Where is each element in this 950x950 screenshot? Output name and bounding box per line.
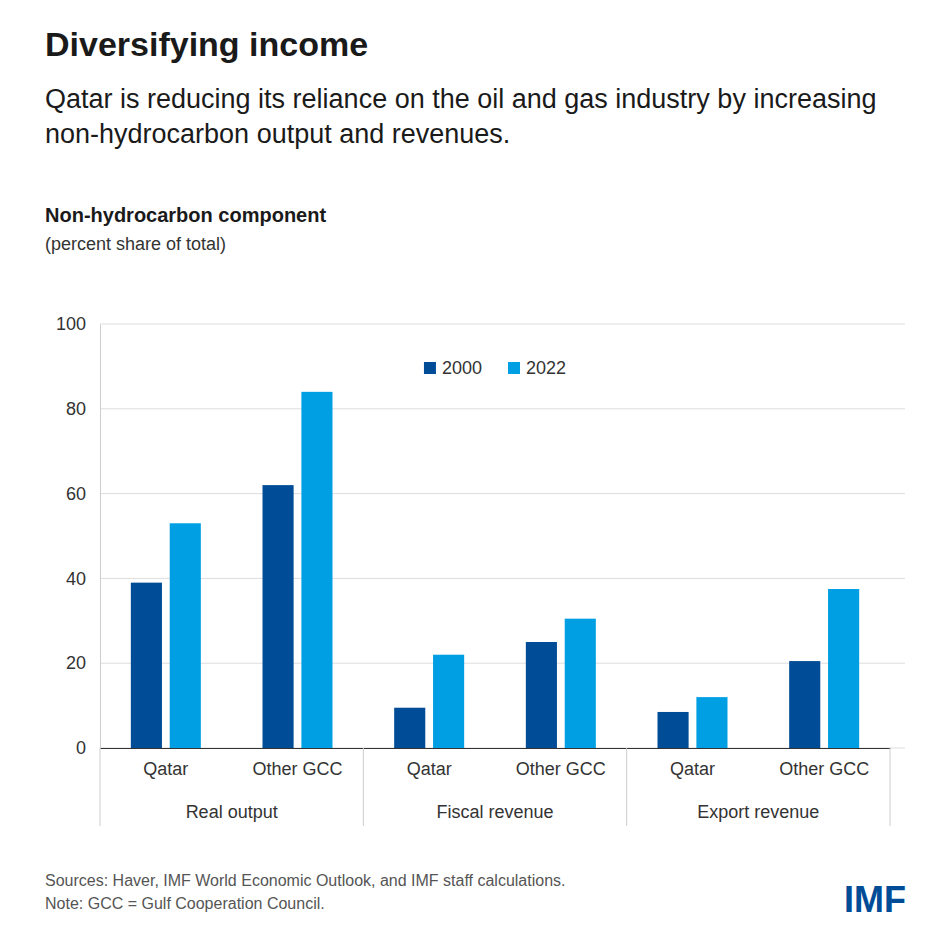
x-tick: Other GCC (779, 748, 869, 779)
source: Sources: Haver, IMF World Economic Outlo… (45, 872, 566, 889)
chart: Diversifying income Qatar is reducing its… (0, 0, 950, 950)
y-tick: 20 (66, 653, 100, 673)
x-tick: Qatar (143, 748, 188, 779)
legend-label: 2022 (526, 358, 566, 378)
bars (131, 392, 859, 748)
grid-line (100, 578, 905, 579)
y-tick-label: 0 (76, 738, 86, 758)
chart-title: Non-hydrocarbon component (45, 204, 326, 226)
group-label: Export revenue (697, 802, 819, 822)
bar (526, 642, 557, 748)
bar (394, 708, 425, 748)
y-tick: 0 (76, 738, 100, 758)
y-tick-label: 100 (56, 314, 86, 334)
x-tick-label: Qatar (143, 759, 188, 779)
bar (696, 697, 727, 748)
grid-line (100, 663, 905, 664)
category-groups: Real output Fiscal revenue Export revenue (100, 748, 890, 826)
legend: 2000 2022 (424, 358, 566, 378)
bar (170, 523, 201, 748)
bar (658, 712, 689, 748)
group-separator (100, 748, 101, 826)
group-label: Real output (186, 802, 278, 822)
y-tick-label: 80 (66, 399, 86, 419)
x-tick: Other GCC (516, 748, 606, 779)
legend-item: 2022 (508, 358, 566, 378)
x-tick: Qatar (407, 748, 452, 779)
y-axis-line (100, 325, 101, 749)
y-tick: 100 (56, 314, 100, 334)
background (0, 0, 950, 950)
x-tick: Qatar (670, 748, 715, 779)
bar (789, 661, 820, 748)
y-tick-label: 40 (66, 569, 86, 589)
x-tick-label: Qatar (407, 759, 452, 779)
group-label: Fiscal revenue (436, 802, 553, 822)
series (131, 485, 820, 748)
note: Note: GCC = Gulf Cooperation Council. (45, 895, 325, 912)
y-tick-label: 60 (66, 484, 86, 504)
series (170, 392, 859, 748)
legend-swatch (424, 362, 436, 374)
group-separator (363, 748, 364, 826)
subtitle: Qatar is reducing its reliance on the oi… (45, 84, 876, 149)
bar (565, 619, 596, 748)
group-separator (626, 748, 627, 826)
grid-line (100, 493, 905, 494)
bar (131, 583, 162, 748)
title: Diversifying income (45, 25, 368, 63)
legend-swatch (508, 362, 520, 374)
bar (301, 392, 332, 748)
legend-item: 2000 (424, 358, 482, 378)
bar (828, 589, 859, 748)
legend-label: 2000 (442, 358, 482, 378)
y-tick: 80 (66, 399, 100, 419)
x-tick-label: Other GCC (779, 759, 869, 779)
y-axis-title: (percent share of total) (45, 234, 226, 254)
grid-line (100, 408, 905, 409)
group-separator (890, 748, 891, 826)
y-axis: 0 20 40 60 80 100 (56, 314, 101, 758)
x-tick: Other GCC (252, 748, 342, 779)
y-tick-label: 20 (66, 653, 86, 673)
grid-line (100, 324, 905, 325)
subtitle-line: non-hydrocarbon output and revenues. (45, 119, 510, 149)
x-tick-label: Qatar (670, 759, 715, 779)
y-tick: 60 (66, 484, 100, 504)
bar (433, 655, 464, 748)
x-axis: Qatar Other GCC Qatar Other GCC Qatar Other G… (101, 748, 891, 779)
subtitle-line: Qatar is reducing its reliance on the oi… (45, 84, 876, 114)
bar (263, 485, 294, 748)
x-axis-line (101, 748, 891, 749)
logo: IMF (844, 879, 906, 920)
x-tick-label: Other GCC (516, 759, 606, 779)
x-tick-label: Other GCC (252, 759, 342, 779)
y-tick: 40 (66, 569, 100, 589)
grid-line (100, 748, 905, 749)
grid (100, 324, 905, 748)
